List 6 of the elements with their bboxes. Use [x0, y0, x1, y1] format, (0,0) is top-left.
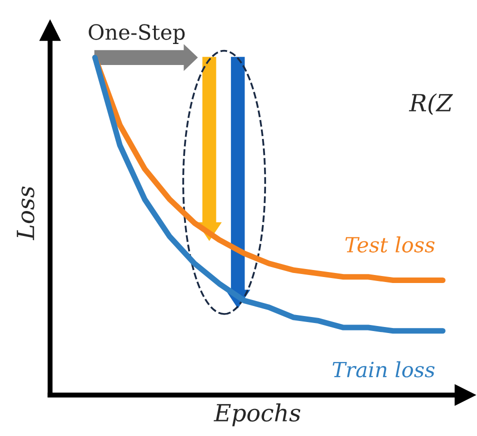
series-label: Train loss — [332, 361, 435, 378]
text: One-Step — [88, 24, 185, 44]
annotation: R(Z — [408, 93, 453, 115]
series-label: Test loss — [345, 236, 435, 253]
y-axis-title: Loss — [16, 186, 34, 240]
x-axis-title: Epochs — [214, 403, 300, 426]
